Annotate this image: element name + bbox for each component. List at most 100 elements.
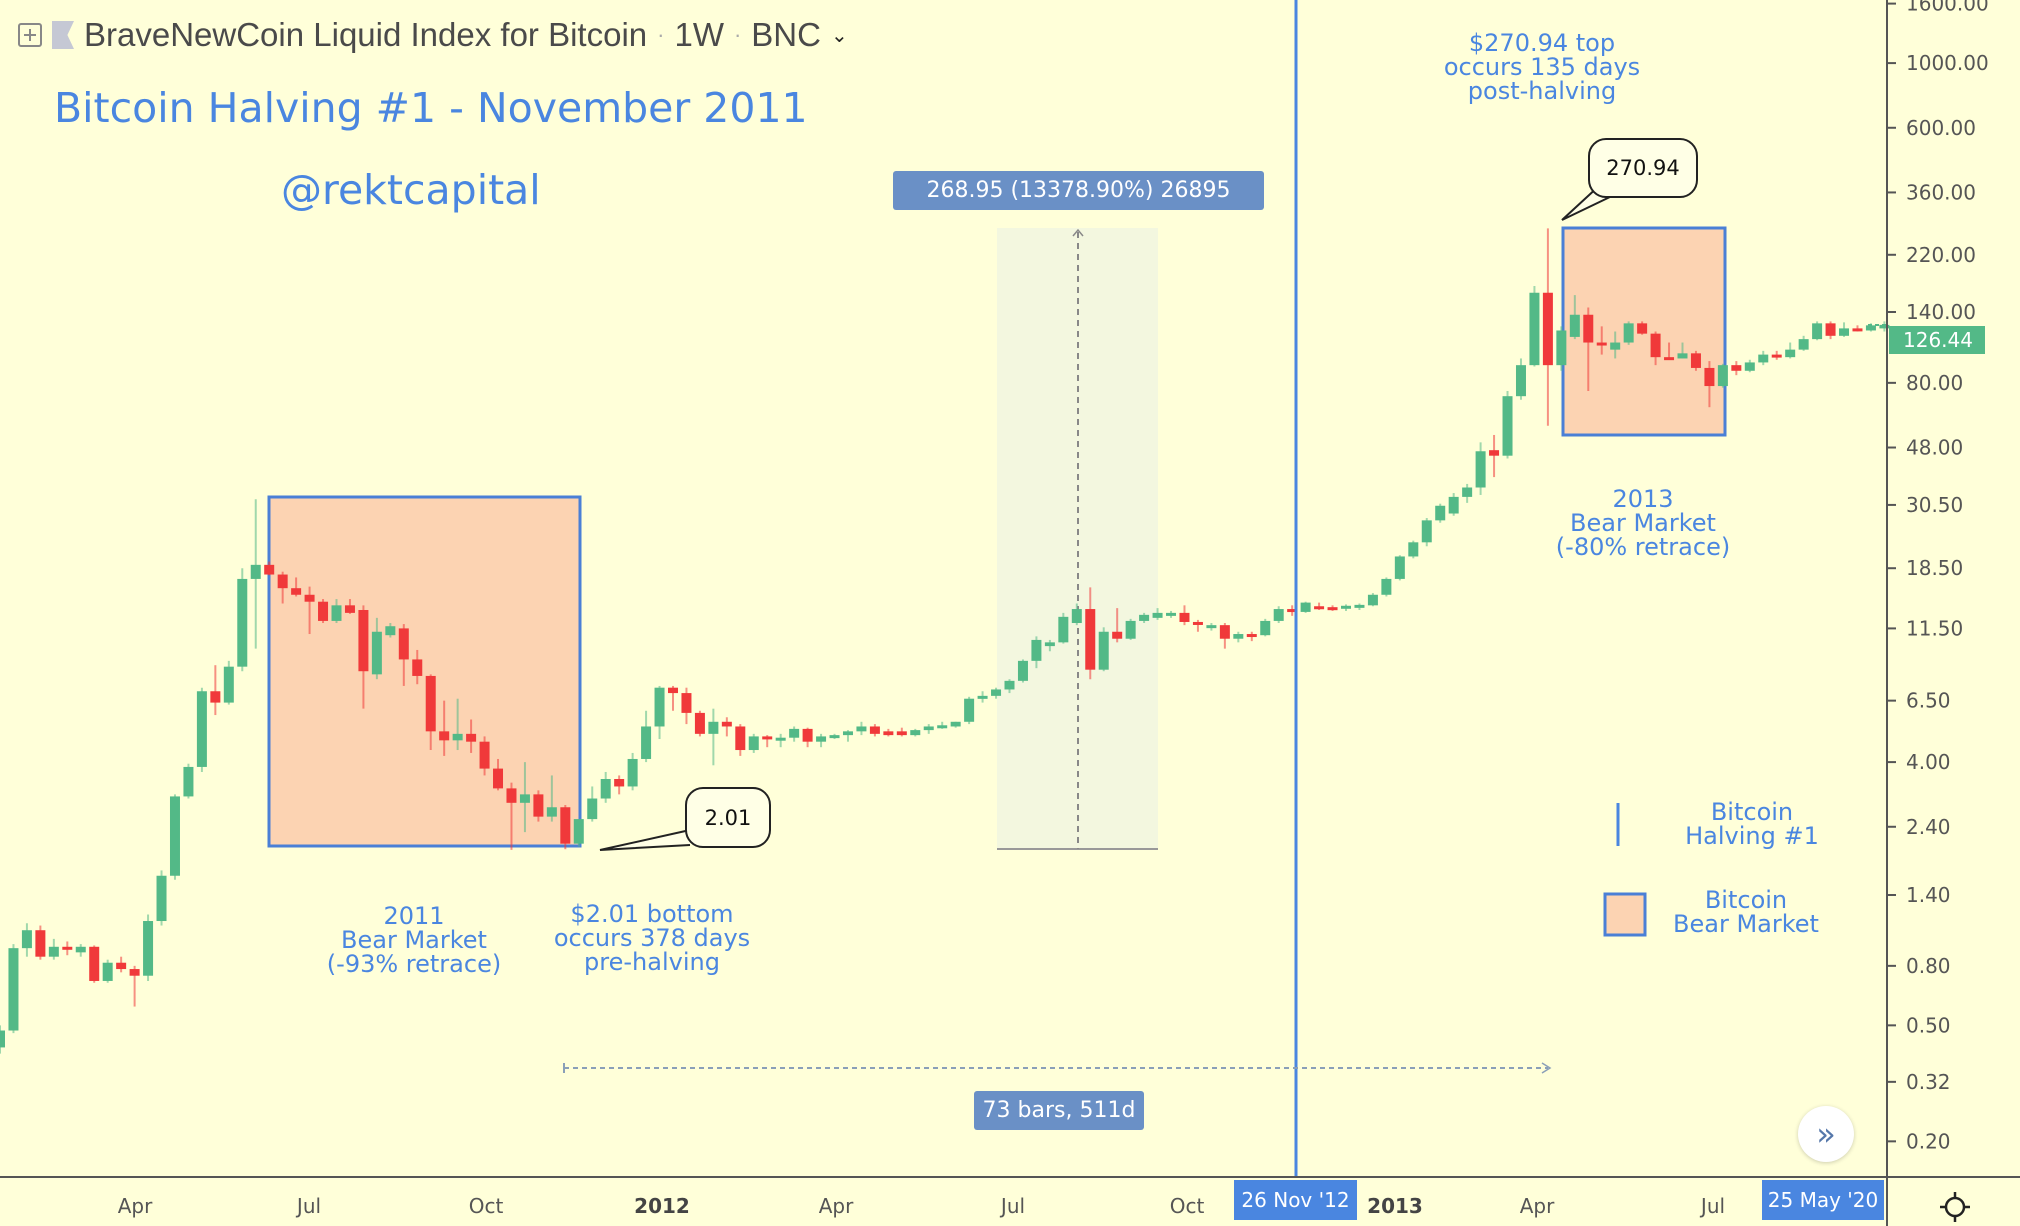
candle xyxy=(560,805,571,850)
candle-body xyxy=(210,691,221,703)
candle-body xyxy=(1044,642,1055,647)
double-chevron-right-icon: » xyxy=(1816,1115,1836,1153)
candle-body xyxy=(223,666,234,703)
add-symbol-icon[interactable] xyxy=(18,23,42,47)
candle-body xyxy=(1408,542,1419,557)
candle-body xyxy=(1381,578,1392,595)
candle xyxy=(506,782,517,850)
candle xyxy=(385,623,396,638)
candle-body xyxy=(1435,505,1446,521)
candle-body xyxy=(1623,323,1634,343)
candle xyxy=(425,674,436,751)
candle xyxy=(48,938,59,960)
candle xyxy=(1704,361,1715,408)
candle xyxy=(1246,631,1257,642)
candle-body xyxy=(1798,339,1809,350)
candle-body xyxy=(1260,620,1271,636)
candle-body xyxy=(1058,616,1069,643)
candle-body xyxy=(1354,604,1365,608)
candle-body xyxy=(466,733,477,742)
candle xyxy=(829,733,840,740)
candle xyxy=(789,726,800,742)
candle-body xyxy=(1125,620,1136,639)
interval-label[interactable]: 1W xyxy=(674,16,724,53)
candle xyxy=(1098,627,1109,672)
time-tick-label: Oct xyxy=(468,1194,504,1218)
callout-low[interactable]: 2.01 xyxy=(685,787,771,848)
candle xyxy=(1542,228,1553,426)
candle-body xyxy=(0,1030,5,1048)
candle-body xyxy=(573,819,584,844)
candle xyxy=(668,685,678,711)
candle-body xyxy=(1327,607,1338,611)
candle xyxy=(479,736,490,776)
bear-2011-note: 2011 Bear Market (-93% retrace) xyxy=(327,904,501,976)
candle-body xyxy=(1367,594,1378,606)
candle-body xyxy=(1314,606,1325,610)
note-line: occurs 378 days xyxy=(553,924,751,952)
legend-halving-label: Bitcoin Halving #1 xyxy=(1685,800,1819,848)
candle-body xyxy=(493,768,504,789)
candle-body xyxy=(1462,487,1473,497)
candle-body xyxy=(8,948,19,1031)
symbol-header[interactable]: BraveNewCoin Liquid Index for Bitcoin · … xyxy=(18,16,848,54)
candle-body xyxy=(304,594,315,602)
candle-body xyxy=(1529,292,1540,366)
candle-body xyxy=(654,687,665,727)
candle xyxy=(129,965,140,1007)
candle xyxy=(1085,587,1096,680)
candle-body xyxy=(748,736,759,751)
candle-body xyxy=(412,659,423,676)
candle-body xyxy=(62,946,73,950)
candle-body xyxy=(681,693,692,713)
gear-icon[interactable] xyxy=(1938,1190,1972,1224)
note-line: (-93% retrace) xyxy=(326,950,502,978)
candle xyxy=(466,719,477,753)
candle-body xyxy=(1179,612,1190,622)
candle-body xyxy=(1502,396,1513,456)
bear-market-box-2011[interactable] xyxy=(267,495,582,848)
candle-body xyxy=(519,794,530,803)
candle-body xyxy=(1273,609,1284,621)
candle-body xyxy=(546,807,557,817)
halving-date-tag: 26 Nov '12 xyxy=(1234,1180,1357,1220)
legend-line: Bitcoin xyxy=(1710,798,1794,826)
legend-bear-label: Bitcoin Bear Market xyxy=(1673,888,1819,936)
exchange-label[interactable]: BNC xyxy=(751,16,821,53)
price-tick-label: 11.50 xyxy=(1906,616,1963,640)
candle xyxy=(412,649,423,685)
candle-body xyxy=(762,736,773,740)
bottom-note: $2.01 bottom occurs 378 days pre-halving xyxy=(554,902,750,974)
price-tick-label: 80.00 xyxy=(1906,371,1963,395)
scroll-to-realtime-button[interactable]: » xyxy=(1798,1106,1854,1162)
callout-high[interactable]: 270.94 xyxy=(1588,138,1698,198)
candle-body xyxy=(789,728,800,738)
candle-body xyxy=(129,969,140,976)
note-line: Bear Market xyxy=(341,926,487,954)
candle xyxy=(923,724,934,734)
candle xyxy=(1489,434,1500,478)
candle-body xyxy=(627,758,638,787)
candle xyxy=(1502,391,1513,459)
chevron-down-icon[interactable]: ⌄ xyxy=(830,24,848,47)
flag-icon[interactable] xyxy=(52,21,74,49)
candle-body xyxy=(829,735,840,739)
chart-headline: Bitcoin Halving #1 - November 2011 xyxy=(54,84,808,132)
candle xyxy=(1812,321,1823,341)
time-tick-label: Jul xyxy=(296,1194,322,1218)
candle-body xyxy=(1610,342,1621,350)
candle-body xyxy=(816,736,827,742)
candle-body xyxy=(600,779,611,799)
candle-body xyxy=(614,779,625,787)
candle xyxy=(1017,659,1028,683)
candle xyxy=(344,599,355,614)
candle-body xyxy=(802,728,813,742)
candle xyxy=(89,945,100,983)
candle-body xyxy=(1771,354,1782,358)
candle-body xyxy=(896,731,907,736)
price-tick-label: 30.50 xyxy=(1906,493,1963,517)
candle xyxy=(1664,342,1675,361)
candle xyxy=(1448,493,1459,516)
candle xyxy=(748,733,759,753)
